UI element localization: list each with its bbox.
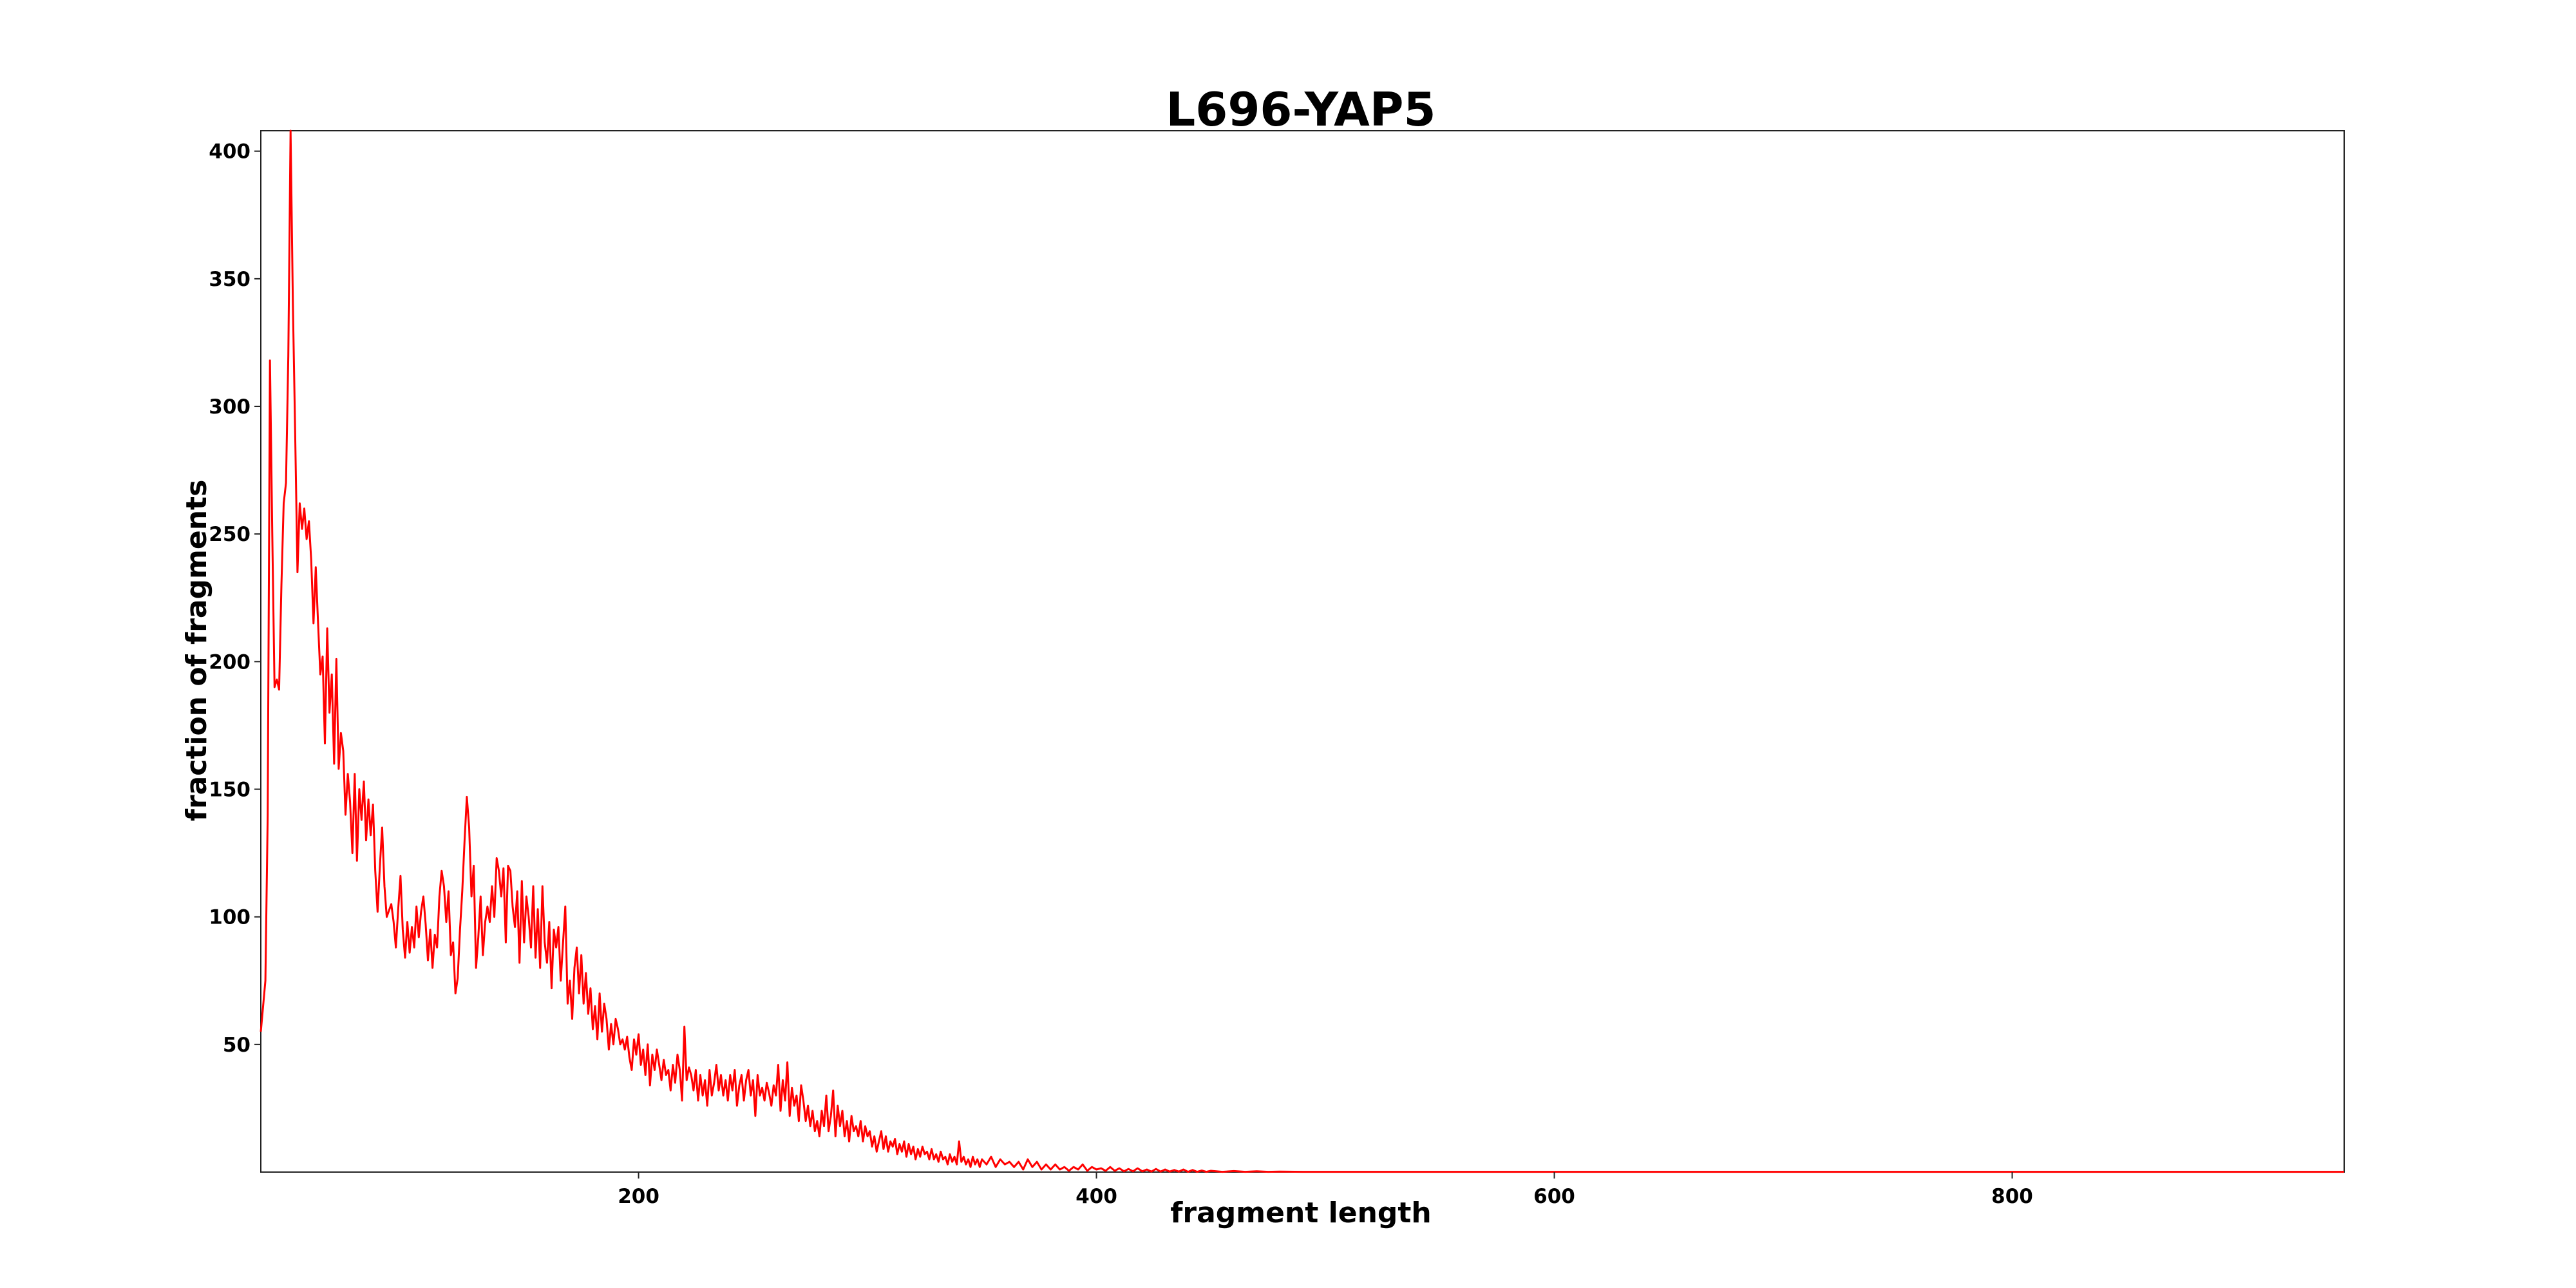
- x-tick-label: 200: [618, 1185, 659, 1208]
- y-axis-label: fraction of fragments: [180, 480, 213, 822]
- y-tick-label: 100: [209, 906, 251, 929]
- y-tick-label: 250: [209, 523, 251, 546]
- y-tick-label: 300: [209, 395, 251, 419]
- series-line: [260, 129, 2344, 1173]
- chart-title: L696-YAP5: [1166, 82, 1435, 137]
- plot-frame: [260, 130, 2345, 1173]
- y-tick-label: 350: [209, 268, 251, 291]
- x-axis-label: fragment length: [1170, 1197, 1432, 1229]
- x-tick-label: 600: [1533, 1185, 1575, 1208]
- x-tick-label: 400: [1075, 1185, 1117, 1208]
- x-tick-label: 800: [1991, 1185, 2033, 1208]
- y-tick-label: 200: [209, 650, 251, 674]
- y-axis-ticks: 50 100 150 200 250 300 350 400: [209, 140, 261, 1057]
- y-tick-label: 50: [223, 1034, 251, 1057]
- y-tick-label: 400: [209, 140, 251, 164]
- plot-area: [260, 129, 2345, 1173]
- y-tick-label: 150: [209, 779, 251, 802]
- x-axis-ticks: 200 400 600 800: [618, 1172, 2033, 1208]
